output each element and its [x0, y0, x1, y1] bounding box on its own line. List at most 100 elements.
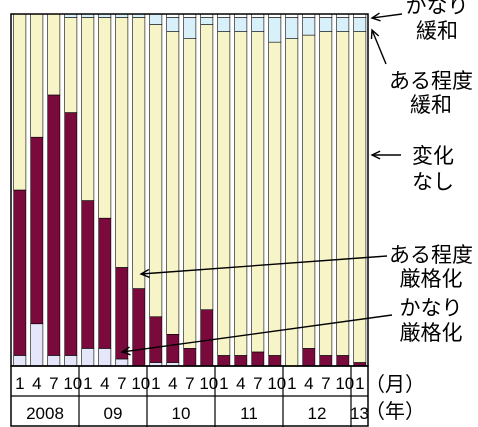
bar-segment-2-2009Q3 — [115, 267, 129, 360]
series-arrowhead-1 — [370, 12, 381, 22]
x-tick-label-5: 1 — [83, 374, 92, 393]
bar-segment-1-2009Q3 — [115, 358, 129, 367]
x-tick-label-11: 7 — [185, 374, 194, 393]
bar-segment-3-2010Q3 — [183, 38, 197, 349]
x-tick-label-7: 7 — [117, 374, 126, 393]
x-tick-label-6: 4 — [100, 374, 109, 393]
x-tick-label-16: 10 — [267, 374, 286, 393]
year-label-4: 11 — [240, 404, 258, 423]
bar-segment-2-2010Q3 — [183, 348, 197, 367]
bar-segment-1-2008Q4 — [64, 355, 78, 367]
x-tick-label-10: 4 — [168, 374, 177, 393]
bar-segment-4-2011Q4 — [268, 17, 282, 43]
year-label-6: 13 — [350, 404, 369, 423]
bar-segment-3-2009Q2 — [98, 17, 112, 219]
year-label-2: 09 — [104, 404, 123, 423]
series-label-1-line-1: かなり — [406, 0, 469, 18]
series-label-3-line-1: 変化 — [412, 145, 454, 168]
bar-segment-3-2010Q2 — [166, 31, 180, 335]
bar-segment-3-2012Q3 — [319, 31, 333, 356]
series-label-5-line-1: かなり — [400, 297, 463, 320]
bar-segment-2-2011Q2 — [234, 355, 248, 367]
series-arrow-5 — [121, 314, 393, 353]
bar-segment-2-2010Q4 — [200, 309, 214, 367]
bar-segment-3-2008Q2 — [30, 13, 44, 138]
bar-segment-4-2010Q1 — [149, 13, 163, 25]
bar-segment-3-2012Q4 — [336, 31, 350, 356]
bar-segment-1-2009Q1 — [81, 348, 95, 367]
x-tick-label-9: 1 — [151, 374, 160, 393]
x-tick-label-4: 10 — [63, 374, 82, 393]
bar-segment-3-2011Q3 — [251, 31, 265, 353]
bar-segment-4-2012Q1 — [285, 17, 299, 39]
bar-segment-1-2008Q3 — [47, 355, 61, 367]
plot-frame — [10, 13, 369, 427]
bar-segment-2-2012Q3 — [319, 355, 333, 367]
series-label-4-line-2: 厳格化 — [400, 268, 463, 291]
x-tick-label-21: 1 — [355, 374, 364, 393]
series-arrow-4 — [140, 255, 388, 275]
bar-segment-2-2011Q4 — [268, 355, 282, 367]
x-tick-label-20: 10 — [335, 374, 354, 393]
bar-segment-3-2013Q1 — [353, 31, 367, 363]
year-label-3: 10 — [172, 404, 191, 423]
bar-segment-2-2009Q1 — [81, 200, 95, 349]
bar-segment-2-2009Q4 — [132, 288, 146, 367]
year-label-5: 12 — [308, 404, 327, 423]
bar-segment-1-2008Q1 — [13, 355, 27, 367]
bar-segment-4-2011Q1 — [217, 17, 231, 32]
bar-segment-2-2012Q2 — [302, 348, 316, 367]
bar-segment-3-2009Q3 — [115, 17, 129, 268]
x-tick-label-13: 1 — [219, 374, 228, 393]
bar-segment-3-2009Q4 — [132, 17, 146, 289]
bar-segment-2-2008Q2 — [30, 136, 44, 325]
bar-segment-2-2012Q4 — [336, 355, 350, 367]
bar-segment-2-2011Q1 — [217, 355, 231, 367]
bar-segment-3-2011Q2 — [234, 31, 248, 356]
series-arrow-1 — [371, 13, 403, 19]
bar-segment-3-2011Q1 — [217, 31, 231, 356]
series-arrowhead-2 — [370, 28, 380, 40]
x-tick-label-1: 1 — [15, 374, 24, 393]
bar-segment-4-2013Q1 — [353, 17, 367, 32]
bar-segment-3-2009Q1 — [81, 17, 95, 201]
bar-segment-1-2009Q2 — [98, 348, 112, 367]
month-unit-label: （月） — [365, 373, 425, 396]
x-tick-label-14: 4 — [236, 374, 245, 393]
series-label-2-line-1: ある程度 — [389, 70, 473, 93]
series-arrowhead-3 — [370, 150, 381, 160]
bar-segment-4-2012Q3 — [319, 17, 333, 32]
x-tick-label-19: 7 — [321, 374, 330, 393]
bar-segment-3-2008Q4 — [64, 17, 78, 113]
bars-layer — [13, 13, 367, 367]
bar-segment-4-2010Q4 — [200, 17, 214, 25]
x-tick-label-12: 10 — [199, 374, 218, 393]
bar-segment-2-2009Q2 — [98, 217, 112, 349]
bar-segment-4-2011Q3 — [251, 17, 265, 32]
x-tick-label-18: 4 — [304, 374, 313, 393]
year-unit-label: （年） — [365, 400, 425, 423]
series-label-3-line-2: なし — [412, 171, 454, 194]
bar-segment-2-2010Q2 — [166, 334, 180, 363]
x-tick-label-2: 4 — [32, 374, 41, 393]
x-tick-label-17: 1 — [287, 374, 296, 393]
bar-segment-4-2012Q4 — [336, 17, 350, 32]
bar-segment-2-2008Q1 — [13, 189, 27, 356]
bar-segment-3-2011Q4 — [268, 41, 282, 356]
series-arrow-2 — [371, 29, 387, 65]
series-arrowhead-5 — [120, 346, 131, 356]
series-arrowhead-4 — [139, 268, 150, 278]
bar-segment-2-2008Q3 — [47, 94, 61, 356]
series-label-1-line-2: 緩和 — [416, 20, 458, 43]
bar-segment-2-2010Q1 — [149, 316, 163, 363]
bar-segment-4-2012Q2 — [302, 17, 316, 36]
bar-segment-2-2011Q3 — [251, 351, 265, 367]
bar-segment-2-2008Q4 — [64, 112, 78, 356]
series-label-5-line-2: 厳格化 — [400, 322, 463, 345]
bar-segment-3-2012Q1 — [285, 38, 299, 367]
series-label-4-line-1: ある程度 — [389, 244, 473, 267]
bar-segment-3-2008Q1 — [13, 13, 27, 191]
